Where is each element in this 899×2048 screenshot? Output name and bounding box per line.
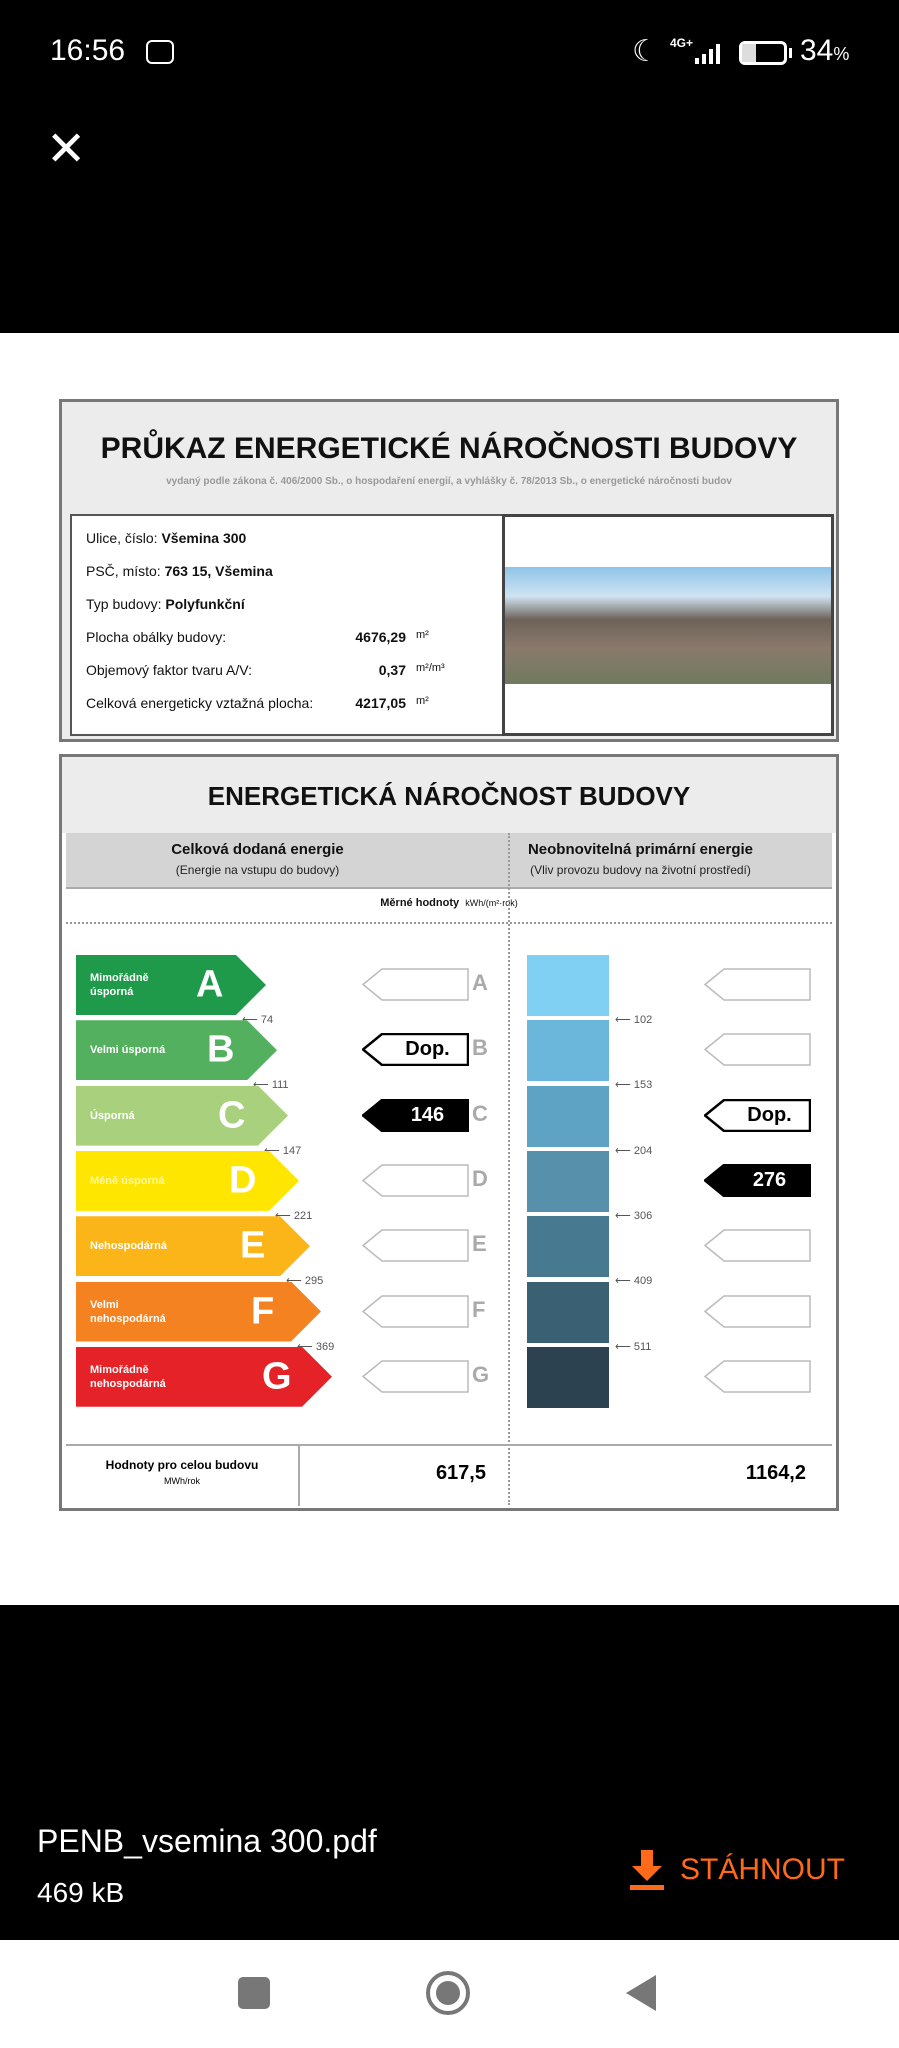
energy-class-b: Velmi úsporná B xyxy=(76,1020,277,1081)
info-row: Plocha obálky budovy: 4676,29 m² xyxy=(86,629,429,645)
close-icon[interactable]: ✕ xyxy=(46,123,87,176)
class-letter: C xyxy=(472,1100,488,1126)
right-threshold: ⟵ 102 xyxy=(615,1014,653,1026)
right-threshold: ⟵ 204 xyxy=(615,1144,653,1157)
info-row: PSČ, místo: 763 15, Všemina xyxy=(86,563,273,579)
section-title: ENERGETICKÁ NÁROČNOST BUDOVY xyxy=(207,781,691,811)
right-threshold: ⟵ 409 xyxy=(615,1275,653,1288)
left-indicator xyxy=(362,968,469,1001)
left-indicator xyxy=(362,1294,469,1328)
primary-scale-segment xyxy=(527,1020,609,1082)
class-letter: G xyxy=(472,1361,490,1387)
right-indicator xyxy=(704,968,811,1001)
top-bar: 16:56 ☾ 4G+ 34% ✕ xyxy=(0,0,899,333)
class-letter: D xyxy=(472,1165,488,1191)
divider xyxy=(66,922,832,924)
home-button[interactable] xyxy=(426,1971,470,2015)
messenger-notification-icon xyxy=(146,40,174,64)
battery-tip xyxy=(789,48,792,58)
network-type: 4G+ xyxy=(670,36,694,50)
right-threshold: ⟵ 511 xyxy=(615,1340,652,1353)
info-row: Ulice, číslo: Všemina 300 xyxy=(86,530,247,546)
dnd-moon-icon: ☾ xyxy=(632,35,659,68)
right-subheader: (Vliv provozu budovy na životní prostřed… xyxy=(530,863,751,877)
info-row: Celková energeticky vztažná plocha: 4217… xyxy=(86,695,429,711)
energy-class-a: Mimořádně úsporná A xyxy=(76,955,266,1015)
right-indicator xyxy=(704,1360,811,1393)
right-threshold: ⟵ 153 xyxy=(615,1079,653,1092)
info-row: Objemový faktor tvaru A/V: 0,37 m²/m³ xyxy=(86,662,445,678)
energy-class-g: Mimořádně nehospodárná G xyxy=(76,1346,332,1407)
file-size: 469 kB xyxy=(37,1877,125,1908)
file-bar: PENB_vsemina 300.pdf 469 kB STÁHNOUT xyxy=(0,1605,899,1940)
right-indicator xyxy=(704,1229,811,1262)
building-info: Ulice, číslo: Všemina 300 PSČ, místo: 763… xyxy=(70,514,506,736)
primary-scale-segment xyxy=(527,1281,609,1343)
left-indicator xyxy=(362,1229,469,1262)
column-headers: Celková dodaná energie (Energie na vstup… xyxy=(66,833,832,889)
energy-class-c: Úsporná C xyxy=(76,1085,288,1146)
class-letter: E xyxy=(472,1231,487,1257)
energy-class-e: Nehospodárná E xyxy=(76,1216,310,1277)
status-time: 16:56 xyxy=(50,34,126,67)
left-indicator xyxy=(362,1098,469,1132)
download-label: STÁHNOUT xyxy=(680,1853,845,1886)
primary-scale-segment xyxy=(527,1150,609,1212)
left-indicator xyxy=(362,1360,469,1393)
download-button[interactable]: STÁHNOUT xyxy=(630,1850,845,1890)
right-indicator xyxy=(704,1033,811,1067)
class-letter: B xyxy=(472,1035,488,1061)
navigation-bar xyxy=(0,1940,899,2048)
left-subheader: (Energie na vstupu do budovy) xyxy=(175,863,340,877)
specific-values-label: Měrné hodnoty kWh/(m²·rok) xyxy=(380,897,518,909)
right-indicator xyxy=(704,1098,811,1132)
battery-icon xyxy=(739,41,787,65)
right-threshold: ⟵ 306 xyxy=(615,1209,653,1222)
total-primary-energy: 1164,2 xyxy=(745,1462,806,1484)
certificate-header: PRŮKAZ ENERGETICKÉ NÁROČNOSTI BUDOVY vyd… xyxy=(59,399,839,742)
back-button[interactable] xyxy=(626,1975,656,2011)
left-header: Celková dodaná energie xyxy=(171,841,344,858)
left-indicator xyxy=(362,1164,469,1197)
energy-performance: ENERGETICKÁ NÁROČNOST BUDOVY Celková dod… xyxy=(59,754,839,1511)
energy-class-d: Méně úsporná D xyxy=(76,1150,299,1211)
right-indicator xyxy=(704,1163,811,1197)
primary-scale-segment xyxy=(527,1085,609,1147)
building-photo xyxy=(502,514,834,736)
totals-row: Hodnoty pro celou budovu MWh/rok 617,5 1… xyxy=(66,1444,832,1506)
recents-button[interactable] xyxy=(238,1977,270,2009)
primary-scale-segment xyxy=(527,955,609,1016)
battery-percent: 34% xyxy=(800,34,850,67)
left-threshold: ⟵ 147 xyxy=(264,1144,302,1157)
signal-icon xyxy=(695,44,727,64)
document-subtitle: vydaný podle zákona č. 406/2000 Sb., o h… xyxy=(166,476,732,487)
class-letter: F xyxy=(472,1296,486,1322)
primary-scale-segment xyxy=(527,1216,609,1278)
right-indicator xyxy=(704,1294,811,1328)
primary-scale-segment xyxy=(527,1346,609,1408)
left-indicator xyxy=(362,1033,469,1067)
right-header: Neobnovitelná primární energie xyxy=(527,841,754,858)
document-title: PRŮKAZ ENERGETICKÉ NÁROČNOSTI BUDOVY xyxy=(100,432,798,465)
divider xyxy=(508,833,510,1505)
download-icon xyxy=(630,1850,664,1890)
file-name: PENB_vsemina 300.pdf xyxy=(37,1823,377,1859)
energy-class-f: Velmi nehospodárná F xyxy=(76,1281,321,1342)
total-delivered-energy: 617,5 xyxy=(435,1462,486,1484)
totals-label: Hodnoty pro celou budovu xyxy=(105,1458,259,1472)
class-letter: A xyxy=(472,970,488,995)
totals-unit: MWh/rok xyxy=(164,1476,200,1486)
info-row: Typ budovy: Polyfunkční xyxy=(86,596,245,612)
